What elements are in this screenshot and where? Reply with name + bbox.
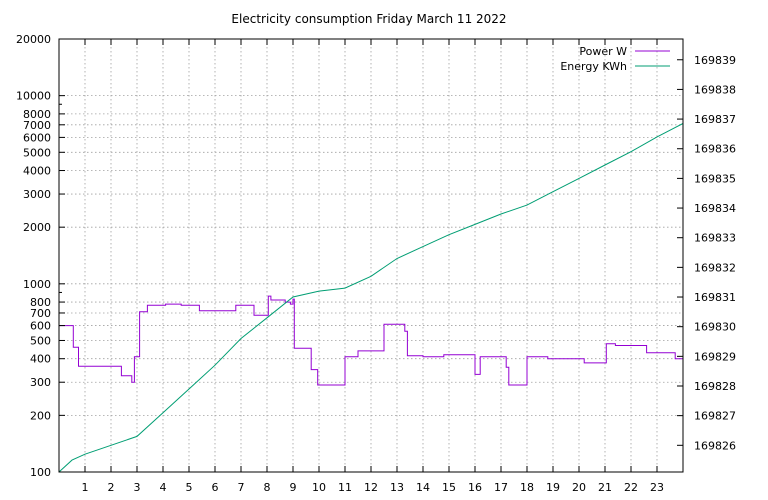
- y-left-tick-label: 1000: [23, 278, 51, 291]
- y-right-tick-label: 169826: [694, 439, 736, 452]
- y-left-tick-label: 3000: [23, 188, 51, 201]
- y-left-tick-label: 6000: [23, 131, 51, 144]
- y-left-tick-label: 800: [30, 296, 51, 309]
- y-right-tick-label: 169827: [694, 410, 736, 423]
- x-tick-label: 2: [108, 481, 115, 494]
- chart-title: Electricity consumption Friday March 11 …: [231, 12, 506, 26]
- y-left-tick-label: 4000: [23, 165, 51, 178]
- y-right-tick-label: 169838: [694, 83, 736, 96]
- axis-tick-labels: 1 2 3 4 5 6 7 8 9 10 11 12 13 14 15 16 17 18 19 20 21 22 23100…: [16, 33, 736, 494]
- y-left-tick-label: 5000: [23, 146, 51, 159]
- x-tick-label: 20: [572, 481, 586, 494]
- x-tick-label: 18: [520, 481, 534, 494]
- x-tick-label: 22: [624, 481, 638, 494]
- y-left-tick-label: 200: [30, 409, 51, 422]
- x-tick-label: 5: [186, 481, 193, 494]
- legend: Power W Energy KWh: [560, 45, 670, 73]
- y-right-tick-label: 169839: [694, 54, 736, 67]
- y-left-tick-label: 300: [30, 376, 51, 389]
- y-left-tick-label: 400: [30, 353, 51, 366]
- y-right-tick-label: 169837: [694, 113, 736, 126]
- y-left-tick-label: 20000: [16, 33, 51, 46]
- x-tick-label: 19: [546, 481, 560, 494]
- y-right-tick-label: 169835: [694, 172, 736, 185]
- y-left-tick-label: 10000: [16, 90, 51, 103]
- y-left-tick-label: 2000: [23, 221, 51, 234]
- y-right-tick-label: 169831: [694, 291, 736, 304]
- y-left-tick-label: 7000: [23, 119, 51, 132]
- legend-label: Power W: [579, 45, 627, 58]
- x-tick-label: 8: [264, 481, 271, 494]
- series-layer: [58, 123, 684, 473]
- y-left-tick-label: 700: [30, 307, 51, 320]
- x-tick-label: 1: [82, 481, 89, 494]
- x-tick-label: 7: [238, 481, 245, 494]
- y-right-tick-label: 169830: [694, 321, 736, 334]
- y-left-tick-label: 8000: [23, 108, 51, 121]
- y-right-tick-label: 169832: [694, 261, 736, 274]
- x-tick-label: 12: [364, 481, 378, 494]
- y-right-tick-label: 169833: [694, 232, 736, 245]
- y-left-tick-label: 500: [30, 334, 51, 347]
- x-tick-label: 13: [390, 481, 404, 494]
- x-tick-label: 6: [212, 481, 219, 494]
- y-right-tick-label: 169828: [694, 380, 736, 393]
- x-tick-label: 16: [468, 481, 482, 494]
- x-tick-label: 9: [290, 481, 297, 494]
- x-tick-label: 4: [160, 481, 167, 494]
- x-tick-label: 23: [650, 481, 664, 494]
- y-right-tick-label: 169836: [694, 143, 736, 156]
- x-tick-label: 3: [134, 481, 141, 494]
- x-tick-label: 21: [598, 481, 612, 494]
- x-tick-label: 10: [312, 481, 326, 494]
- y-left-tick-label: 100: [30, 466, 51, 479]
- legend-label: Energy KWh: [560, 60, 627, 73]
- y-right-tick-label: 169834: [694, 202, 736, 215]
- x-tick-label: 11: [338, 481, 352, 494]
- y-right-tick-label: 169829: [694, 350, 736, 363]
- grid: [59, 39, 683, 472]
- y-left-tick-label: 600: [30, 320, 51, 333]
- x-tick-label: 14: [416, 481, 430, 494]
- series-energy-kwh-line: [58, 123, 684, 473]
- axis-ticks: [59, 38, 683, 473]
- x-tick-label: 17: [494, 481, 508, 494]
- series-power-w-line: [59, 295, 684, 386]
- x-tick-label: 15: [442, 481, 456, 494]
